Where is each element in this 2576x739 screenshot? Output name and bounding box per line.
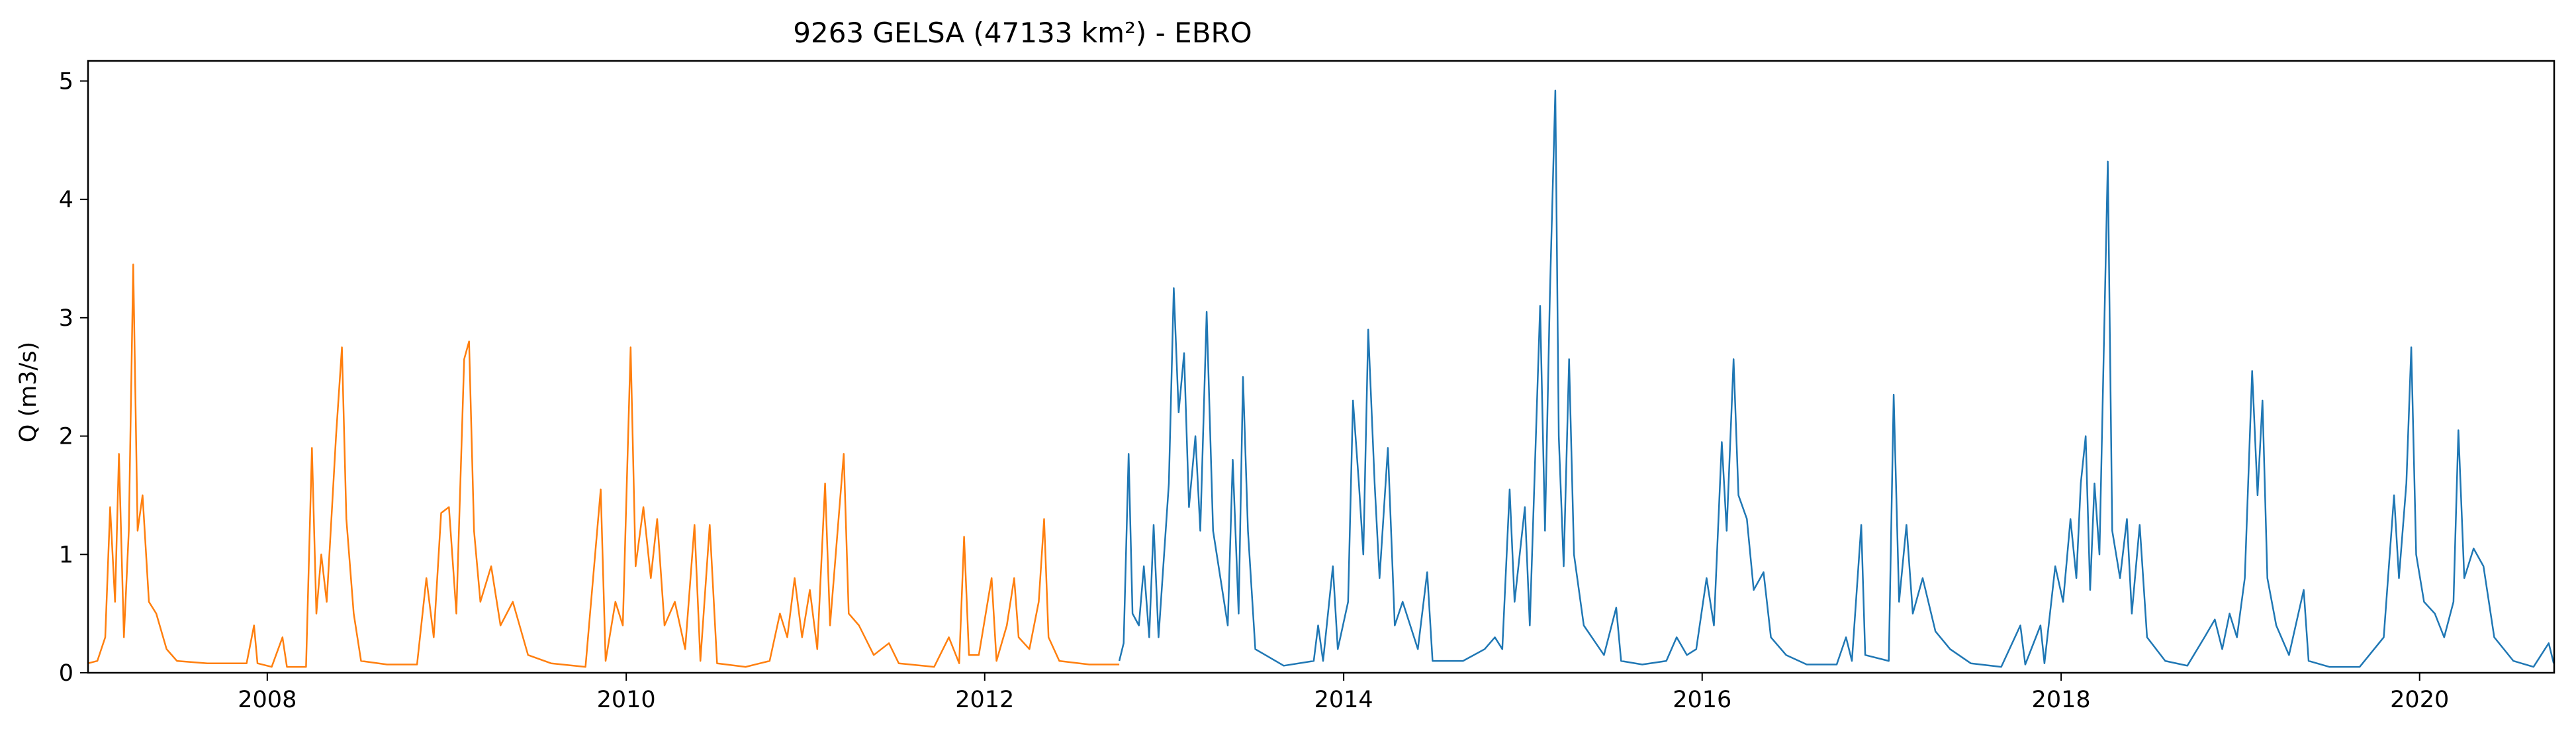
y-tick-label: 5	[59, 68, 73, 95]
plot-area-frame	[87, 60, 2555, 674]
x-tick-label: 2018	[2032, 687, 2091, 713]
x-tick-label: 2012	[955, 687, 1014, 713]
y-tick-label: 1	[59, 542, 73, 568]
chart-title: 9263 GELSA (47133 km²) - EBRO	[793, 17, 1252, 49]
x-tick-label: 2020	[2390, 687, 2449, 713]
series-line-1	[1118, 89, 2555, 668]
y-tick-label: 2	[59, 424, 73, 450]
y-tick-label: 4	[59, 187, 73, 213]
x-tick-label: 2014	[1314, 687, 1373, 713]
x-tick-label: 2016	[1673, 687, 1731, 713]
x-tick-label: 2010	[597, 687, 656, 713]
series-layer	[87, 89, 2555, 668]
y-tick-label: 3	[59, 305, 73, 332]
ticks-layer: 2008 2010 2012 2014 2016 2018 2020 0 1 2 3 4 5	[59, 68, 2450, 713]
x-tick-label: 2008	[238, 687, 297, 713]
y-axis-label: Q (m3/s)	[15, 342, 42, 442]
y-tick-label: 0	[59, 660, 73, 687]
series-line-0	[87, 264, 1120, 668]
